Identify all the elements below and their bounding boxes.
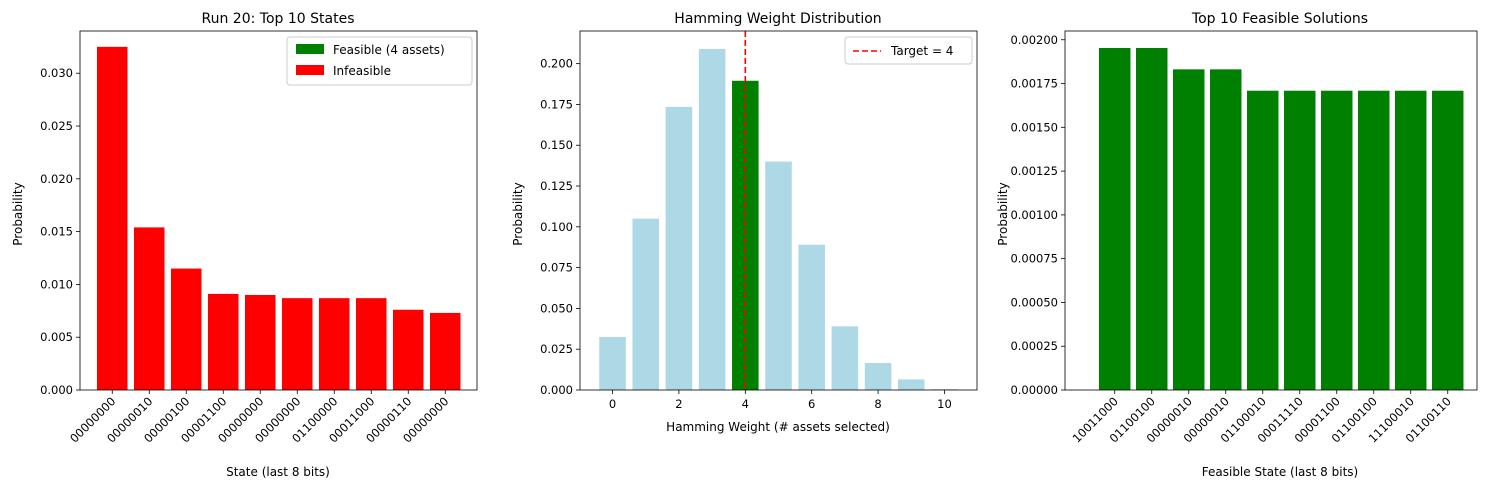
x-tick-label: 10 xyxy=(937,397,952,411)
bar xyxy=(319,298,350,390)
y-tick-label: 0.000 xyxy=(40,383,73,397)
legend: Feasible (4 assets) Infeasible xyxy=(286,36,473,86)
chart-title: Hamming Weight Distribution xyxy=(674,11,881,27)
plot-frame xyxy=(579,30,978,391)
chart-panel-feasible-solutions: Top 10 Feasible Solutions Feasible State… xyxy=(996,11,1478,479)
plot-frame xyxy=(79,30,478,391)
y-tick-label: 0.025 xyxy=(540,342,573,356)
bar xyxy=(1136,47,1168,391)
x-tick-label: 4 xyxy=(742,397,749,411)
bar xyxy=(931,389,958,390)
x-tick-label: 6 xyxy=(808,397,815,411)
legend-swatch xyxy=(296,44,324,54)
chart-panel-top-states: Run 20: Top 10 States State (last 8 bits… xyxy=(11,11,478,479)
legend-label: Target = 4 xyxy=(890,44,953,58)
plot-frame xyxy=(1064,30,1478,391)
y-tick-label: 0.020 xyxy=(40,172,73,186)
y-tick-label: 0.00100 xyxy=(1010,208,1058,222)
legend-label: Feasible (4 assets) xyxy=(333,43,445,57)
y-tick-label: 0.125 xyxy=(540,179,573,193)
y-tick-label: 0.00150 xyxy=(1010,120,1058,134)
bar xyxy=(864,363,892,390)
y-axis-label: Probability xyxy=(11,182,25,245)
y-tick-label: 0.00075 xyxy=(1010,252,1058,266)
bar xyxy=(831,326,859,390)
x-tick-label: 2 xyxy=(675,397,682,411)
bar xyxy=(1173,69,1205,390)
y-tick-label: 0.015 xyxy=(40,225,73,239)
legend-box xyxy=(286,36,473,86)
y-tick-label: 0.030 xyxy=(40,66,73,80)
bar xyxy=(765,161,792,390)
chart-title: Run 20: Top 10 States xyxy=(202,11,355,27)
y-tick-label: 0.175 xyxy=(540,97,573,111)
bar xyxy=(245,294,276,390)
x-axis-label: State (last 8 bits) xyxy=(226,465,330,479)
bar xyxy=(897,379,925,390)
legend: Target = 4 xyxy=(844,36,973,65)
legend-box xyxy=(844,36,973,65)
bar xyxy=(1284,90,1316,390)
y-tick-label: 0.010 xyxy=(40,277,73,291)
bar xyxy=(1247,90,1279,390)
y-axis-label: Probability xyxy=(996,182,1010,245)
bar xyxy=(208,293,239,390)
bar xyxy=(1432,90,1464,390)
bar xyxy=(698,48,726,390)
y-tick-label: 0.075 xyxy=(540,261,573,275)
y-tick-label: 0.00025 xyxy=(1010,339,1058,353)
bar xyxy=(732,80,759,391)
bar xyxy=(798,244,825,390)
x-tick-label: 8 xyxy=(874,397,881,411)
legend-swatch xyxy=(296,65,324,75)
y-tick-label: 0.000 xyxy=(540,383,573,397)
bar xyxy=(1321,90,1353,390)
bar xyxy=(1099,47,1131,391)
bar xyxy=(665,106,693,390)
bar xyxy=(1210,69,1242,390)
x-tick-label: 0 xyxy=(609,397,616,411)
x-axis-label: Feasible State (last 8 bits) xyxy=(1202,465,1358,479)
y-tick-label: 0.100 xyxy=(540,220,573,234)
y-tick-label: 0.00125 xyxy=(1010,164,1058,178)
bar xyxy=(632,218,660,390)
bar xyxy=(430,312,461,390)
y-tick-label: 0.00175 xyxy=(1010,77,1058,91)
x-axis-label: Hamming Weight (# assets selected) xyxy=(666,420,890,434)
y-tick-label: 0.025 xyxy=(40,119,73,133)
bar xyxy=(1358,90,1390,390)
y-tick-label: 0.00050 xyxy=(1010,295,1058,309)
bar xyxy=(1395,90,1427,390)
y-tick-label: 0.200 xyxy=(540,57,573,71)
bar xyxy=(599,336,626,390)
legend-label: Infeasible xyxy=(333,64,391,78)
bar xyxy=(134,227,165,390)
y-tick-label: 0.050 xyxy=(540,301,573,315)
chart-title: Top 10 Feasible Solutions xyxy=(1191,11,1368,27)
y-axis-label: Probability xyxy=(511,182,525,245)
y-tick-label: 0.005 xyxy=(40,330,73,344)
bar xyxy=(171,268,202,390)
y-tick-label: 0.00200 xyxy=(1010,33,1058,47)
bar xyxy=(97,46,128,391)
y-tick-label: 0.150 xyxy=(540,138,573,152)
chart-panel-hamming-weight: Hamming Weight Distribution Hamming Weig… xyxy=(511,11,978,434)
bar xyxy=(282,298,313,390)
y-tick-label: 0.00000 xyxy=(1010,383,1058,397)
bar xyxy=(356,298,387,390)
bar xyxy=(393,309,424,390)
